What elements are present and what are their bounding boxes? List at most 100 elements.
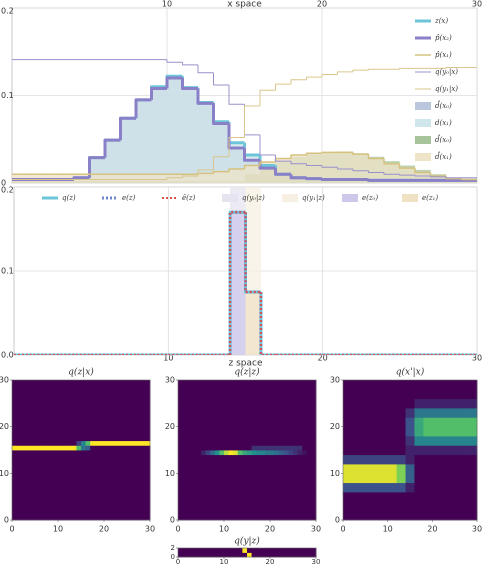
heat-cell [145, 487, 151, 493]
heat-cell [423, 473, 433, 484]
heat-cell [76, 468, 82, 474]
heat-cell [378, 482, 389, 493]
heat-cell [210, 403, 216, 409]
heat-cell [85, 487, 91, 493]
heat-cell [62, 384, 68, 390]
heat-cell [25, 436, 31, 442]
heat-cell [233, 426, 239, 432]
heat-cell [122, 398, 128, 404]
heat-cell [351, 501, 362, 512]
heat-cell [242, 398, 248, 404]
heat-cell [16, 422, 22, 428]
heat-cell [44, 440, 50, 446]
legend-label: d̂(x₀) [435, 133, 452, 144]
heat-cell [306, 380, 312, 386]
heat-cell [283, 487, 289, 493]
legend-label: z(x) [434, 17, 448, 25]
heat-cell [35, 459, 40, 465]
heat-cell [127, 445, 132, 451]
heat-cell [76, 422, 82, 428]
heat-cell [288, 450, 294, 456]
heat-cell [224, 431, 229, 437]
heat-cell [122, 492, 128, 498]
heat-cell [247, 482, 252, 488]
heat-cell [360, 408, 371, 418]
heat-cell [214, 482, 220, 488]
heat-cell [468, 445, 478, 456]
area-bin [245, 292, 262, 355]
heat-cell [71, 473, 77, 479]
heat-cell [219, 552, 225, 558]
heat-cell [48, 473, 54, 479]
heat-cell [39, 501, 45, 507]
heat-cell [108, 380, 114, 386]
heat-cell [182, 501, 188, 507]
heat-cell [67, 408, 73, 414]
heat-cell [187, 510, 193, 516]
heat-cell [35, 384, 40, 390]
heat-cell [224, 403, 229, 409]
heat-cell [205, 440, 211, 446]
heat-cell [311, 417, 317, 423]
heat-cell [12, 440, 17, 446]
heat-cell [270, 464, 275, 470]
area-bin [151, 86, 168, 183]
heat-cell [228, 398, 234, 404]
heat-cell [274, 501, 280, 507]
area-bin [384, 163, 400, 183]
heat-cell [21, 478, 27, 484]
heat-cell [122, 450, 128, 456]
heat-cell [256, 431, 262, 437]
heat-cell [67, 384, 73, 390]
heat-cell [182, 552, 188, 558]
heat-cell [108, 515, 114, 521]
step-segment [181, 78, 198, 90]
heat-cell [279, 426, 285, 432]
heat-cell [196, 501, 202, 507]
heat-cell [16, 510, 22, 516]
heat-cell [178, 384, 183, 390]
heat-cell [127, 501, 132, 507]
heat-cell [104, 440, 109, 446]
heat-cell [71, 384, 77, 390]
heat-cell [108, 478, 114, 484]
heat-cell [25, 412, 31, 418]
heat-cell [283, 468, 289, 474]
heat-cell [48, 398, 54, 404]
heat-cell [122, 482, 128, 488]
heat-cell [378, 501, 389, 512]
area-bin [198, 173, 214, 183]
heat-cell [251, 431, 257, 437]
heat-cell [117, 473, 123, 479]
heat-cell [256, 473, 262, 479]
heat-cell [260, 422, 266, 428]
heat-cell [35, 389, 40, 395]
heat-cell [117, 459, 123, 465]
heat-cell [205, 464, 211, 470]
heat-cell [201, 398, 206, 404]
heat-cell [242, 436, 248, 442]
heat-cell [450, 380, 460, 390]
heat-cell [145, 408, 151, 414]
area-bin [151, 174, 168, 183]
heat-cell [256, 548, 262, 553]
heat-cell [191, 492, 197, 498]
legend-label: q(y₁|z) [302, 194, 325, 202]
heat-cell [288, 422, 294, 428]
heat-cell [90, 496, 96, 502]
heat-cell [450, 473, 460, 484]
heat-cell [274, 459, 280, 465]
heat-cell [30, 487, 36, 493]
heat-cell [108, 436, 114, 442]
heat-cell [25, 426, 31, 432]
heat-cell [378, 445, 389, 456]
heat-cell [94, 515, 100, 521]
heat-cell [468, 473, 478, 484]
heat-cell [360, 417, 371, 428]
heat-cell [279, 436, 285, 442]
heat-cell [81, 398, 86, 404]
step-segment [243, 164, 260, 169]
area-bin [182, 174, 199, 183]
heat-cell [99, 431, 105, 437]
heat-cell [270, 398, 275, 404]
